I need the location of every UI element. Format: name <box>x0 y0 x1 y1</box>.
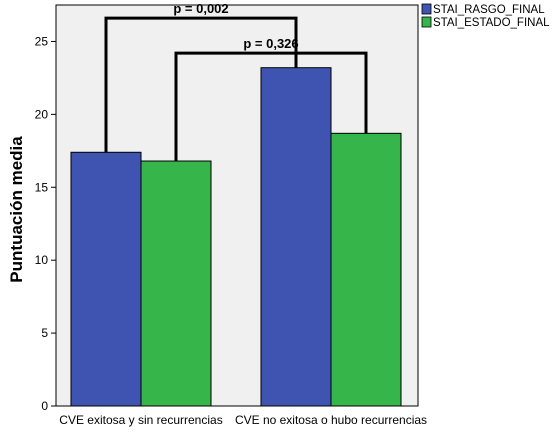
x-axis: CVE exitosa y sin recurrencias CVE no exi… <box>59 413 427 427</box>
x-category-label: CVE exitosa y sin recurrencias <box>59 413 222 427</box>
bar-stai-estado-cat1 <box>140 160 212 407</box>
legend-swatch <box>421 3 432 15</box>
bar-stai-rasgo-cat1 <box>70 151 142 407</box>
bar-stai-rasgo-cat2 <box>260 67 332 407</box>
y-tick-label: 20 <box>35 107 49 121</box>
significance-brackets: p = 0,002 p = 0,326 <box>104 1 368 162</box>
y-tick-label: 25 <box>35 34 49 48</box>
p-value-label: p = 0,002 <box>173 1 228 16</box>
legend-swatch <box>421 16 432 28</box>
x-category-label: CVE no exitosa o hubo recurrencias <box>235 413 427 427</box>
y-axis: 0 5 10 15 20 25 <box>35 34 56 413</box>
p-value-label: p = 0,326 <box>243 36 298 51</box>
y-axis-label: Puntuación media <box>7 136 26 283</box>
significance-bracket <box>104 16 298 153</box>
legend-label: STAI_RASGO_FINAL <box>433 4 545 16</box>
legend-label: STAI_ESTADO_FINAL <box>433 17 550 29</box>
y-tick-label: 5 <box>41 326 48 340</box>
bar-stai-estado-cat2 <box>330 132 402 407</box>
y-tick-label: 0 <box>41 399 48 413</box>
y-tick-label: 10 <box>35 253 49 267</box>
significance-bracket <box>174 51 368 162</box>
y-tick-label: 15 <box>35 180 49 194</box>
